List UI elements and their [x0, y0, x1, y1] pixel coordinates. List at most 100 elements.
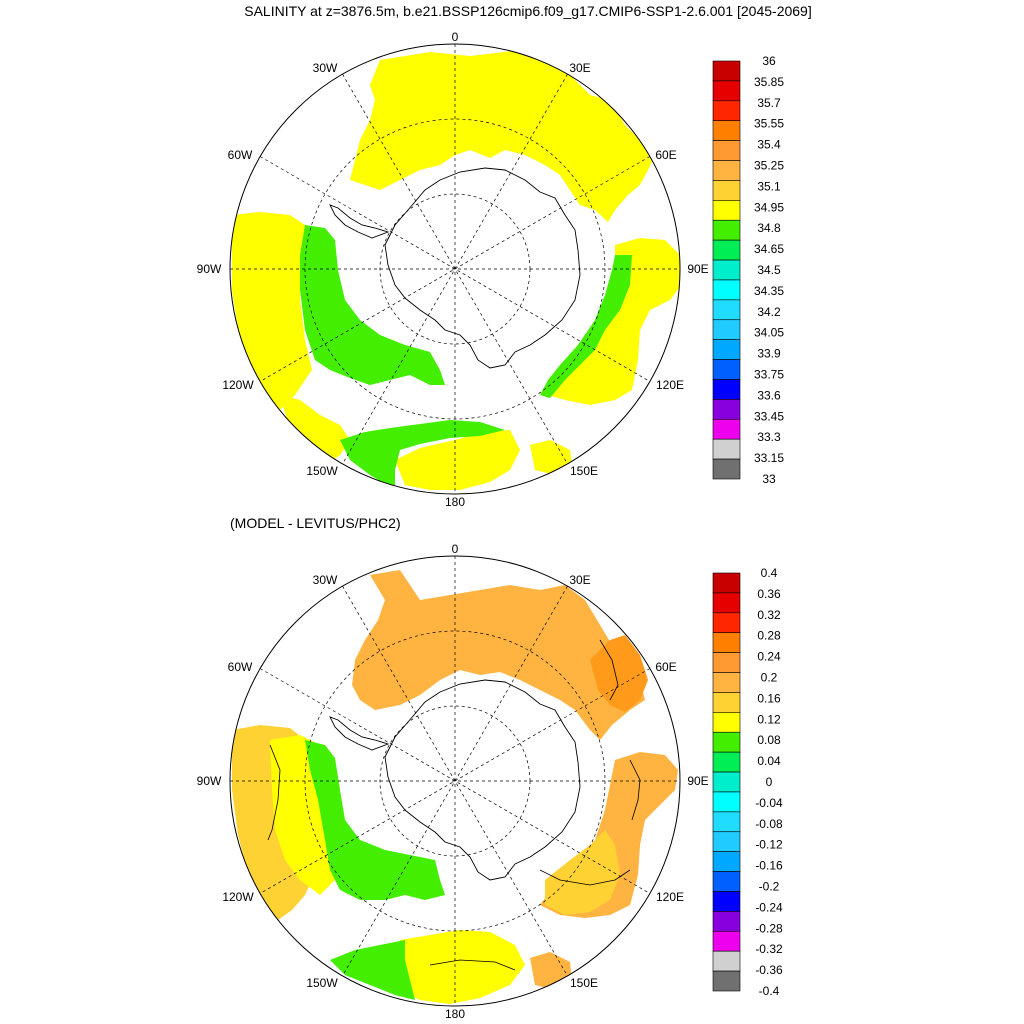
colorbar-swatch — [712, 120, 741, 141]
colorbar-label: -0.36 — [755, 963, 783, 977]
difference-map: 0 30E 60E 90E 120E 150E 180 150W 120W 90… — [197, 542, 783, 1021]
colorbar-label: 35.1 — [757, 179, 781, 193]
colorbar-swatch — [712, 359, 741, 380]
lon-label: 90E — [687, 774, 708, 788]
colorbar-swatch — [712, 811, 741, 833]
lon-label: 30W — [313, 61, 338, 75]
longitude-labels: 0 30E 60E 90E 120E 150E 180 150W 120W 90… — [197, 30, 709, 509]
diff-region-pacific-south — [400, 930, 525, 1004]
colorbar-label: 0.08 — [757, 733, 781, 747]
colorbar-label: 34.05 — [754, 326, 784, 340]
colorbar-swatch — [712, 950, 741, 972]
salinity-region-green-east — [540, 255, 632, 398]
salinity-region-pacific-east — [232, 212, 312, 410]
page-title: SALINITY at z=3876.5m, b.e21.BSSP126cmip… — [244, 3, 812, 19]
diff-region-green-west — [305, 740, 445, 900]
lon-label: 30E — [569, 573, 590, 587]
colorbar-swatch — [712, 911, 741, 932]
lon-label: 90E — [687, 262, 708, 276]
colorbar-label: 33.75 — [754, 368, 784, 382]
difference-subtitle: (MODEL - LEVITUS/PHC2) — [230, 515, 401, 531]
lon-label: 150W — [306, 976, 338, 990]
colorbar-swatch — [712, 871, 741, 892]
antarctic-peninsula — [329, 716, 390, 751]
colorbar-label: 35.7 — [757, 96, 781, 110]
colorbar-swatch — [712, 831, 741, 852]
diff-region-green-south — [330, 940, 415, 1000]
colorbar-swatch — [712, 319, 741, 340]
colorbar-swatch — [712, 379, 741, 400]
colorbar-label: -0.32 — [755, 942, 783, 956]
colorbar-swatch — [712, 239, 741, 261]
colorbar-label: 33.9 — [757, 347, 781, 361]
colorbar-swatch — [712, 612, 741, 634]
colorbar-swatch — [712, 259, 741, 281]
lon-label: 180 — [445, 495, 465, 509]
lon-label: 60E — [655, 148, 676, 162]
difference-contours — [267, 639, 641, 971]
graticule — [230, 44, 680, 494]
colorbar-label: 0.4 — [761, 566, 778, 580]
colorbar-label: 35.4 — [757, 138, 781, 152]
colorbar-label: 0.36 — [757, 587, 781, 601]
colorbar-label: 33.45 — [754, 409, 784, 423]
colorbar-label: -0.08 — [755, 817, 783, 831]
colorbar-swatch — [712, 399, 741, 420]
map-border — [229, 555, 681, 1007]
lon-label: 180 — [445, 1007, 465, 1021]
colorbar-label: 34.8 — [757, 221, 781, 235]
lon-label: 60E — [655, 660, 676, 674]
colorbar-swatch — [712, 851, 741, 872]
colorbar-swatch — [712, 652, 741, 673]
salinity-region-west — [280, 395, 350, 465]
colorbar-label: 35.85 — [754, 75, 784, 89]
colorbar-swatch — [712, 731, 741, 753]
colorbar-swatch — [712, 458, 741, 480]
colorbar-swatch — [712, 791, 741, 813]
colorbar-label: 0.16 — [757, 691, 781, 705]
colorbar-swatch — [712, 60, 741, 82]
lon-label: 90W — [197, 262, 222, 276]
colorbar-swatch — [712, 160, 741, 181]
diff-region-atlantic — [352, 570, 645, 740]
salinity-region-small — [530, 440, 572, 475]
lon-label: 0 — [452, 30, 459, 44]
colorbar-label: 34.2 — [757, 305, 781, 319]
map-border — [229, 43, 681, 495]
colorbar-swatch — [712, 572, 741, 594]
colorbar-swatch — [712, 632, 741, 653]
salinity-region-green-west — [300, 225, 445, 385]
colorbar-label: 35.25 — [754, 159, 784, 173]
antarctica-outline — [384, 679, 581, 881]
colorbar-swatch — [712, 299, 741, 321]
graticule — [230, 556, 680, 1006]
lon-label: 150W — [306, 464, 338, 478]
colorbar-swatch — [712, 692, 741, 713]
lon-label: 120E — [656, 378, 684, 392]
salinity-region-pacific-south — [395, 430, 520, 490]
colorbar-label: -0.04 — [755, 796, 783, 810]
colorbar-swatch — [712, 418, 741, 440]
colorbar-swatch — [712, 180, 741, 201]
colorbar-swatch — [712, 712, 741, 733]
lon-label: 150E — [570, 464, 598, 478]
lon-label: 150E — [570, 976, 598, 990]
colorbar-swatch — [712, 771, 741, 793]
salinity-region-atlantic — [350, 50, 655, 222]
colorbar-swatch — [712, 751, 741, 773]
lon-label: 30W — [313, 573, 338, 587]
colorbar-swatch — [712, 200, 741, 221]
colorbar-label: 0 — [766, 775, 773, 789]
colorbar-label: 33.3 — [757, 430, 781, 444]
colorbar-label: -0.12 — [755, 838, 783, 852]
salinity-fill-layer — [232, 50, 680, 490]
colorbar-swatch — [712, 672, 741, 693]
colorbar-swatch — [712, 140, 741, 161]
colorbar-label: -0.24 — [755, 900, 783, 914]
colorbar-swatch — [712, 592, 741, 614]
diff-region-yellow-east — [545, 830, 620, 915]
colorbar-label: 0.04 — [757, 754, 781, 768]
colorbar-label: -0.4 — [759, 984, 780, 998]
colorbar-swatch — [712, 970, 741, 992]
